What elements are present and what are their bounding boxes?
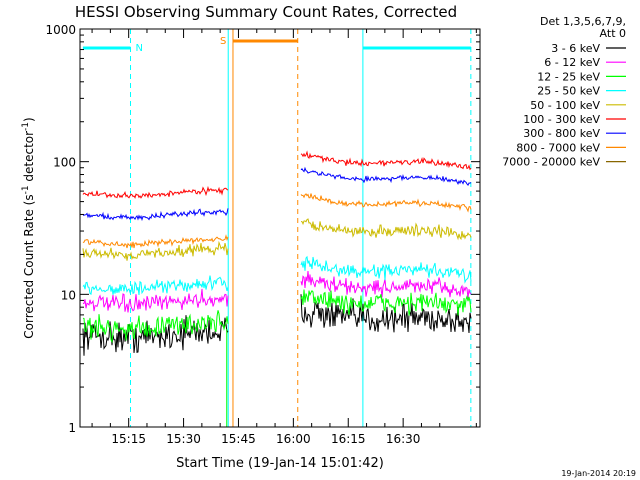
y-axis-label: Corrected Count Rate (s-1 detector-1) [21,117,36,338]
x-tick-label: 15:45 [221,432,256,446]
series-0-second [300,294,472,334]
x-tick-label: 16:30 [386,432,421,446]
y-tick-label: 1 [68,421,76,435]
legend-entry-label: 25 - 50 keV [537,85,600,98]
series-1-second [300,271,472,299]
saa-label: S [220,36,226,47]
series-6-second [300,166,472,186]
legend-entry-label: 100 - 300 keV [523,113,600,126]
series-3-first [82,275,229,295]
x-tick-label: 15:15 [111,432,146,446]
series-6-first [82,208,229,222]
x-tick-label: 15:30 [166,432,201,446]
series-7-second [300,193,472,213]
series-3-second [300,255,472,284]
y-tick-label: 10 [61,288,76,302]
legend-entry-label: 300 - 800 keV [523,127,600,140]
series-1-first [82,288,229,313]
legend-entry-label: 50 - 100 keV [530,99,600,112]
series-4-first [82,240,229,261]
legend-header-line: Att 0 [600,27,626,40]
series-5-second [300,150,472,171]
night-label: N [136,43,143,54]
footer-date: 19-Jan-2014 20:19 [561,469,636,478]
series-4-second [301,218,472,241]
x-tick-label: 16:00 [276,432,311,446]
legend-entry-label: 12 - 25 keV [537,70,600,83]
plot-frame [79,28,481,428]
series-7-first [82,234,229,249]
series-2-first [82,310,229,344]
y-tick-label: 100 [53,156,76,170]
legend-entry-label: 800 - 7000 keV [516,141,600,154]
x-tick-label: 16:15 [331,432,366,446]
x-axis-label: Start Time (19-Jan-14 15:01:42) [176,456,384,471]
legend-entry-label: 7000 - 20000 keV [502,156,600,169]
plot-marks: NS [82,29,472,427]
axes: 15:15 15:30 15:45 16:00 16:15 16:30 1 10 100 1000 [45,23,480,446]
chart-title: HESSI Observing Summary Count Rates, Cor… [75,3,457,21]
y-tick-label: 1000 [45,23,76,37]
legend-entry-label: 6 - 12 keV [544,56,600,69]
series-5-first [82,185,229,199]
legend-header-line: Det 1,3,5,6,7,9, [540,15,626,28]
series-2-second [300,289,472,316]
legend-entry-label: 3 - 6 keV [551,42,600,55]
